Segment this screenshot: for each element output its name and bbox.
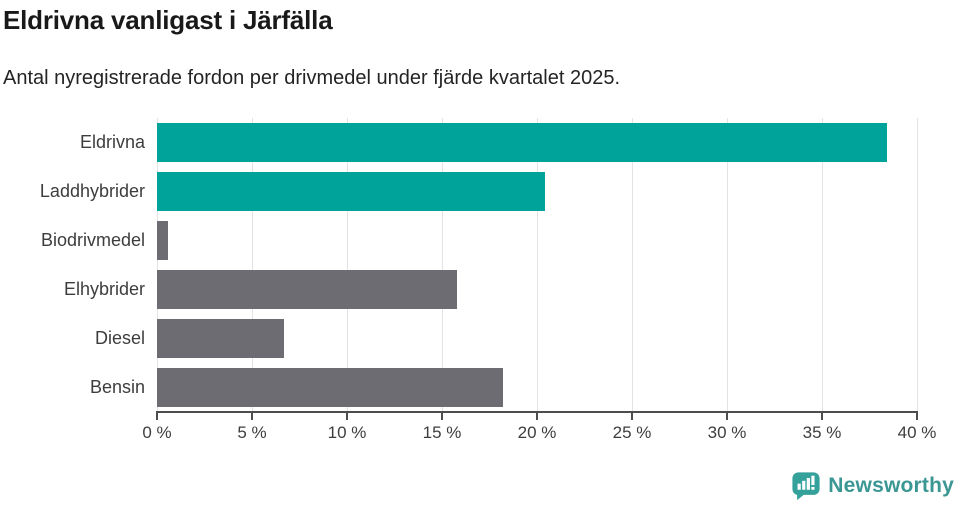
x-tick-label-5: 5 % bbox=[237, 423, 267, 442]
category-label-elhybrider: Elhybrider bbox=[63, 279, 145, 299]
newsworthy-icon bbox=[792, 472, 820, 501]
chart-subtitle: Antal nyregistrerade fordon per drivmede… bbox=[3, 67, 621, 89]
bar-bensin bbox=[157, 368, 503, 407]
gridline-25 bbox=[632, 118, 633, 412]
bar-row-bensin bbox=[157, 363, 917, 412]
gridline-5 bbox=[252, 118, 253, 412]
x-tick-10 bbox=[346, 411, 348, 420]
bar-chart-plot bbox=[157, 118, 918, 412]
newsworthy-wordmark: Newsworthy bbox=[828, 474, 954, 497]
bar-row-elhybrider bbox=[157, 265, 917, 314]
x-tick-label-25: 25 % bbox=[612, 423, 652, 442]
x-tick-label-0: 0 % bbox=[142, 423, 172, 442]
bar-row-laddhybrider bbox=[157, 167, 917, 216]
gridline-20 bbox=[537, 118, 538, 412]
x-tick-30 bbox=[726, 411, 728, 420]
gridline-15 bbox=[442, 118, 443, 412]
category-axis: Eldrivna Laddhybrider Biodrivmedel Elhybrid… bbox=[0, 118, 145, 412]
category-label-eldrivna: Eldrivna bbox=[79, 132, 145, 152]
x-tick-35 bbox=[821, 411, 823, 420]
bar-biodrivmedel bbox=[157, 221, 169, 260]
gridline-35 bbox=[822, 118, 823, 412]
gridline-30 bbox=[727, 118, 728, 412]
category-label-diesel: Diesel bbox=[94, 328, 145, 348]
x-tick-label-40: 40 % bbox=[897, 423, 937, 442]
chart-title: Eldrivna vanligast i Järfälla bbox=[3, 5, 333, 35]
x-tick-0 bbox=[156, 411, 158, 420]
gridline-0 bbox=[157, 118, 158, 412]
category-label-bensin: Bensin bbox=[89, 377, 145, 397]
gridline-10 bbox=[347, 118, 348, 412]
bar-row-eldrivna bbox=[157, 118, 917, 167]
x-tick-label-30: 30 % bbox=[707, 423, 747, 442]
bar-elhybrider bbox=[157, 270, 458, 309]
x-tick-label-20: 20 % bbox=[517, 423, 557, 442]
category-label-laddhybrider: Laddhybrider bbox=[39, 181, 145, 201]
x-tick-25 bbox=[631, 411, 633, 420]
x-tick-15 bbox=[441, 411, 443, 420]
bar-diesel bbox=[157, 319, 285, 358]
bar-laddhybrider bbox=[157, 172, 545, 211]
bar-row-biodrivmedel bbox=[157, 216, 917, 265]
x-tick-40 bbox=[916, 411, 918, 420]
x-tick-label-15: 15 % bbox=[422, 423, 462, 442]
bar-eldrivna bbox=[157, 123, 887, 162]
x-tick-5 bbox=[251, 411, 253, 420]
x-tick-label-35: 35 % bbox=[802, 423, 842, 442]
category-label-biodrivmedel: Biodrivmedel bbox=[40, 230, 145, 250]
x-tick-20 bbox=[536, 411, 538, 420]
bar-row-diesel bbox=[157, 314, 917, 363]
x-axis-labels: 0 % 5 % 10 % 15 % 20 % 25 % 30 % 35 % 40 % bbox=[142, 423, 936, 447]
gridline-40 bbox=[917, 118, 918, 412]
x-tick-label-10: 10 % bbox=[327, 423, 367, 442]
newsworthy-logo: Newsworthy bbox=[791, 471, 954, 501]
